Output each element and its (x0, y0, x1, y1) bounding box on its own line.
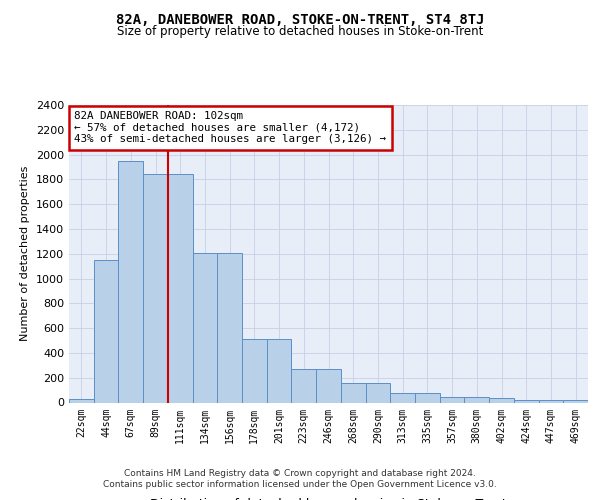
Bar (94, 260, 118, 402)
Bar (415, 392, 440, 402)
Bar (242, 340, 267, 402)
Bar (267, 340, 292, 402)
Bar (143, 174, 168, 402)
Text: Contains public sector information licensed under the Open Government Licence v3: Contains public sector information licen… (103, 480, 497, 489)
Bar (292, 369, 316, 402)
Bar (440, 396, 464, 402)
Bar (193, 252, 217, 402)
Bar (489, 398, 514, 402)
Bar (118, 161, 143, 402)
Bar (365, 384, 390, 402)
Bar (563, 400, 588, 402)
Text: 82A, DANEBOWER ROAD, STOKE-ON-TRENT, ST4 8TJ: 82A, DANEBOWER ROAD, STOKE-ON-TRENT, ST4… (116, 12, 484, 26)
Bar (539, 400, 563, 402)
Bar (514, 400, 539, 402)
Bar (464, 396, 489, 402)
X-axis label: Distribution of detached houses by size in Stoke-on-Trent: Distribution of detached houses by size … (150, 498, 507, 500)
Bar (341, 384, 365, 402)
Text: Size of property relative to detached houses in Stoke-on-Trent: Size of property relative to detached ho… (117, 25, 483, 38)
Bar (316, 369, 341, 402)
Bar (168, 174, 193, 402)
Bar (390, 392, 415, 402)
Bar (69, 399, 94, 402)
Text: 82A DANEBOWER ROAD: 102sqm
← 57% of detached houses are smaller (4,172)
43% of s: 82A DANEBOWER ROAD: 102sqm ← 57% of deta… (74, 111, 386, 144)
Bar (217, 252, 242, 402)
Y-axis label: Number of detached properties: Number of detached properties (20, 166, 31, 342)
Text: Contains HM Land Registry data © Crown copyright and database right 2024.: Contains HM Land Registry data © Crown c… (124, 469, 476, 478)
